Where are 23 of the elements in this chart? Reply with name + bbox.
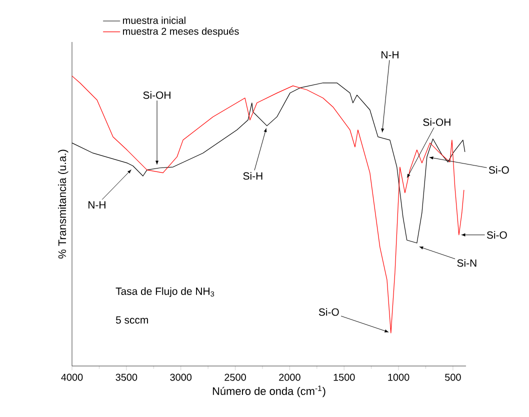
annotation: Si-O: [486, 231, 507, 239]
x-tick-label: 3500: [116, 374, 138, 381]
annotation: Si-O: [318, 308, 339, 316]
y-axis-title: % Transmitancia (u.a.): [58, 150, 68, 259]
x-tick-label: 4000: [61, 374, 83, 381]
x-tick-label: 1000: [388, 374, 410, 381]
annotation: N-H: [382, 51, 398, 58]
annotation: Si-O: [488, 166, 509, 174]
x-tick-label: 2000: [279, 374, 300, 381]
annotation: N-H: [88, 201, 106, 208]
annotation: Si-OH: [143, 91, 170, 99]
annotation: Si-N: [457, 259, 476, 267]
x-tick-label: 2500: [224, 374, 246, 381]
annotation: Tasa de Flujo de NH$_{3}$: [116, 287, 214, 298]
x-tick-label: 1500: [334, 374, 355, 381]
annotation: Si-OH: [423, 118, 450, 126]
x-tick-label: 3000: [170, 374, 192, 381]
legend-label: muestra inicial: [123, 16, 186, 24]
x-axis-title: Número de onda (cm$^{-1}$): [212, 386, 326, 398]
legend-label: muestra 2 meses después: [123, 27, 239, 37]
annotation: 5 sccm: [116, 316, 148, 324]
x-tick-label: 500: [445, 374, 461, 381]
annotation: Si-H: [243, 172, 262, 180]
